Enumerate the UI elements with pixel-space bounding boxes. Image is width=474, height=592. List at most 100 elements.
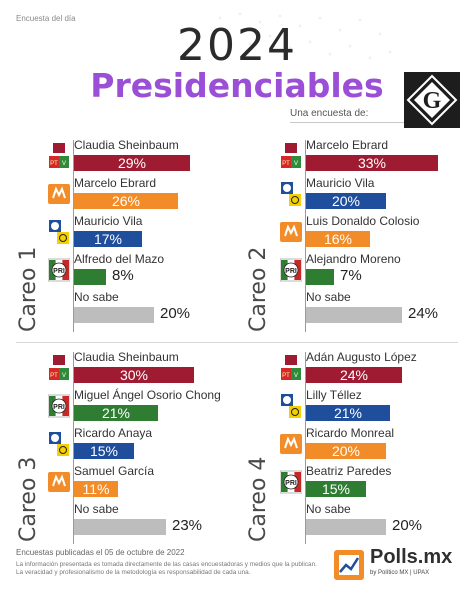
candidate-row: PRI Alejandro Moreno 7% bbox=[276, 252, 474, 292]
svg-text:V: V bbox=[62, 373, 66, 379]
candidate-row: No sabe 24% bbox=[276, 290, 474, 330]
careo-4-label: Careo 4 bbox=[246, 456, 271, 542]
polls-mx-logo: Polls.mx by Político MX | UPAX bbox=[332, 546, 462, 584]
bar-value-label: 17% bbox=[93, 231, 123, 247]
candidate-row: Lilly Téllez 21% bbox=[276, 388, 474, 428]
pri-logo-icon: PRI bbox=[48, 394, 70, 418]
sponsor-g-logo-icon: G bbox=[404, 72, 460, 128]
bar-value-label: 29% bbox=[117, 155, 147, 171]
bar bbox=[74, 519, 166, 535]
morena-pt-pvem-logo-icon: PT V bbox=[281, 143, 301, 168]
svg-text:PT: PT bbox=[282, 373, 290, 379]
candidate-name: Lilly Téllez bbox=[306, 388, 362, 402]
bar-value-label: 30% bbox=[119, 367, 149, 383]
bar bbox=[306, 481, 366, 497]
candidate-name: Ricardo Anaya bbox=[74, 426, 153, 440]
svg-text:G: G bbox=[423, 88, 442, 114]
bar bbox=[74, 269, 106, 285]
movimiento-ciudadano-logo-icon bbox=[48, 184, 70, 204]
candidate-row: PT V Claudia Sheinbaum 30% bbox=[44, 350, 244, 390]
careo-1-label: Careo 1 bbox=[16, 246, 41, 332]
candidate-row: No sabe 20% bbox=[44, 290, 244, 330]
pri-logo-icon: PRI bbox=[280, 258, 302, 282]
candidate-name: Marcelo Ebrard bbox=[306, 138, 389, 152]
bar-value-label: 15% bbox=[321, 481, 351, 497]
candidate-row: Marcelo Ebrard 26% bbox=[44, 176, 244, 216]
pan-prd-logo-icon bbox=[281, 394, 301, 418]
candidate-row: PT V Claudia Sheinbaum 29% bbox=[44, 138, 244, 178]
bar bbox=[74, 443, 134, 459]
bar-value-label: 8% bbox=[112, 267, 134, 284]
candidate-row: Ricardo Anaya 15% bbox=[44, 426, 244, 466]
bar bbox=[74, 481, 118, 497]
bar-value-label: 24% bbox=[339, 367, 369, 383]
candidate-name: Claudia Sheinbaum bbox=[74, 350, 179, 364]
candidate-name: Alfredo del Mazo bbox=[74, 252, 165, 266]
svg-text:PRI: PRI bbox=[53, 404, 65, 411]
candidate-row: Mauricio Vila 20% bbox=[276, 176, 474, 216]
polls-mx-subtitle: by Político MX | UPAX bbox=[370, 570, 430, 576]
bar-value-label: 20% bbox=[331, 443, 361, 459]
disclaimer-line-2: La veracidad y profesionalismo de la met… bbox=[16, 569, 251, 576]
careo-4-panel: PT V Adán Augusto López 24% Lilly Téllez 21% R… bbox=[276, 350, 474, 550]
bar bbox=[306, 193, 386, 209]
bar bbox=[306, 269, 334, 285]
candidate-row: PT V Marcelo Ebrard 33% bbox=[276, 138, 474, 178]
disclaimer-line-1: La información presentada es tomada dire… bbox=[16, 561, 317, 568]
candidate-name: Luis Donaldo Colosio bbox=[306, 214, 420, 228]
year-heading: 2024 bbox=[177, 20, 297, 71]
candidate-name: Claudia Sheinbaum bbox=[74, 138, 179, 152]
movimiento-ciudadano-logo-icon bbox=[280, 434, 302, 454]
candidate-name: Marcelo Ebrard bbox=[74, 176, 157, 190]
candidate-name: Miguel Ángel Osorio Chong bbox=[74, 388, 221, 402]
pri-logo-icon: PRI bbox=[280, 470, 302, 494]
candidate-row: Samuel García 11% bbox=[44, 464, 244, 504]
candidate-name: Mauricio Vila bbox=[306, 176, 375, 190]
bar-value-label: 26% bbox=[111, 193, 141, 209]
page-title: Presidenciables bbox=[90, 66, 384, 105]
svg-text:PRI: PRI bbox=[285, 268, 297, 275]
polls-mx-chart-icon bbox=[334, 550, 364, 580]
candidate-row: PRI Miguel Ángel Osorio Chong 21% bbox=[44, 388, 244, 428]
svg-text:PT: PT bbox=[282, 161, 290, 167]
bar-value-label: 16% bbox=[323, 231, 353, 247]
morena-pt-pvem-logo-icon: PT V bbox=[49, 355, 69, 380]
bar bbox=[74, 231, 142, 247]
polls-mx-brand: Polls.mx bbox=[370, 546, 453, 568]
bar-value-label: 20% bbox=[331, 193, 361, 209]
candidate-name: Beatriz Paredes bbox=[306, 464, 392, 478]
careo-2-label: Careo 2 bbox=[246, 246, 271, 332]
bar bbox=[306, 155, 438, 171]
horizontal-divider bbox=[16, 342, 458, 343]
bar-value-label: 15% bbox=[89, 443, 119, 459]
bar-value-label: 20% bbox=[392, 517, 423, 534]
candidate-name: No sabe bbox=[74, 502, 119, 516]
disclaimer: La información presentada es tomada dire… bbox=[16, 561, 326, 577]
bar bbox=[306, 307, 402, 323]
movimiento-ciudadano-logo-icon bbox=[280, 222, 302, 242]
published-date: Encuestas publicadas el 05 de octubre de… bbox=[16, 548, 185, 557]
bar bbox=[306, 405, 390, 421]
careo-3-panel: PT V Claudia Sheinbaum 30% PRI Miguel Ángel O… bbox=[44, 350, 244, 550]
bar bbox=[74, 405, 158, 421]
candidate-name: No sabe bbox=[306, 502, 351, 516]
candidate-row: Ricardo Monreal 20% bbox=[276, 426, 474, 466]
axis-line bbox=[305, 140, 306, 332]
axis-line bbox=[305, 352, 306, 544]
candidate-row: PRI Beatriz Paredes 15% bbox=[276, 464, 474, 504]
candidate-name: Samuel García bbox=[74, 464, 155, 478]
svg-text:V: V bbox=[294, 161, 298, 167]
bar-value-label: 33% bbox=[357, 155, 387, 171]
pan-prd-logo-icon bbox=[49, 220, 69, 244]
bar bbox=[74, 155, 190, 171]
bar bbox=[74, 307, 154, 323]
pri-logo-icon: PRI bbox=[48, 258, 70, 282]
candidate-row: PT V Adán Augusto López 24% bbox=[276, 350, 474, 390]
svg-text:PRI: PRI bbox=[53, 268, 65, 275]
bar-value-label: 21% bbox=[333, 405, 363, 421]
bar bbox=[306, 367, 402, 383]
bar-value-label: 11% bbox=[82, 481, 110, 497]
candidate-name: Adán Augusto López bbox=[306, 350, 417, 364]
bar bbox=[74, 367, 194, 383]
candidate-row: Luis Donaldo Colosio 16% bbox=[276, 214, 474, 254]
